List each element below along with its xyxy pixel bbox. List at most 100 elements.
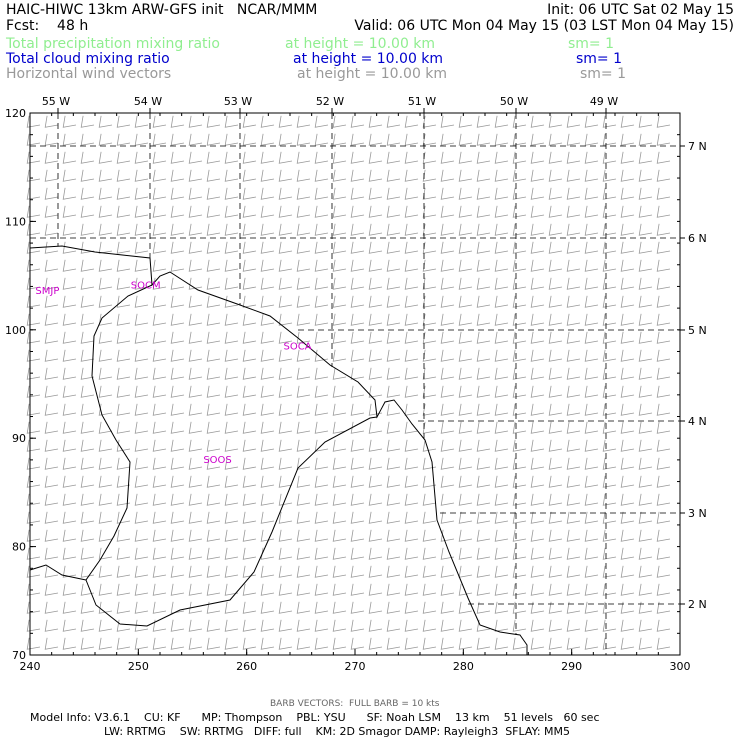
- wind-barb: [296, 223, 311, 236]
- wind-barb: [548, 295, 563, 308]
- wind-barb: [314, 331, 329, 344]
- wind-barb: [422, 133, 437, 146]
- wind-barb: [368, 187, 383, 200]
- wind-barb: [530, 241, 545, 254]
- wind-barb: [62, 349, 77, 362]
- wind-barb: [26, 223, 41, 236]
- wind-barb: [566, 529, 581, 542]
- wind-barb: [152, 187, 167, 200]
- wind-barb: [134, 547, 149, 560]
- wind-barb: [260, 223, 275, 236]
- wind-barb: [404, 133, 419, 146]
- wind-barb: [566, 637, 581, 650]
- wind-barb: [152, 169, 167, 182]
- wind-barb: [656, 187, 671, 200]
- wind-barb: [134, 457, 149, 470]
- wind-barb: [638, 583, 653, 596]
- wind-barb: [530, 349, 545, 362]
- wind-barb: [170, 457, 185, 470]
- wind-barb: [134, 421, 149, 434]
- wind-barb: [620, 277, 635, 290]
- wind-barb: [224, 547, 239, 560]
- wind-barb: [80, 601, 95, 614]
- wind-barb: [584, 439, 599, 452]
- wind-barb: [332, 151, 347, 164]
- wind-barb: [314, 457, 329, 470]
- wind-barb: [602, 259, 617, 272]
- wind-barb: [170, 187, 185, 200]
- wind-barb: [620, 547, 635, 560]
- wind-barb: [512, 637, 527, 650]
- wind-barb: [350, 313, 365, 326]
- wind-barb: [26, 511, 41, 524]
- x-axis: 240 250 260 270 280 290 300: [20, 113, 691, 673]
- wind-barb: [116, 331, 131, 344]
- wind-barb: [458, 439, 473, 452]
- wind-barb: [134, 115, 149, 128]
- wind-barb: [422, 115, 437, 128]
- wind-barb: [386, 367, 401, 380]
- wind-barb: [242, 115, 257, 128]
- wind-barb: [440, 133, 455, 146]
- wind-barb: [278, 151, 293, 164]
- wind-barb: [440, 439, 455, 452]
- field-precip-height: at height = 10.00 km: [285, 36, 436, 52]
- wind-barb: [260, 205, 275, 218]
- field-precip-sm: sm= 1: [568, 36, 615, 52]
- wind-barb: [134, 637, 149, 650]
- wind-barb: [242, 241, 257, 254]
- wind-barb: [224, 529, 239, 542]
- wind-barb: [170, 601, 185, 614]
- wind-barb: [548, 313, 563, 326]
- wind-barb: [332, 277, 347, 290]
- wind-barb: [170, 421, 185, 434]
- wind-barb: [494, 385, 509, 398]
- wind-barb: [134, 169, 149, 182]
- wind-barb: [386, 277, 401, 290]
- wind-barb: [224, 169, 239, 182]
- wind-barb: [80, 277, 95, 290]
- wind-barb: [440, 601, 455, 614]
- wind-barb: [332, 331, 347, 344]
- wind-barb: [278, 475, 293, 488]
- wind-barb: [62, 241, 77, 254]
- wind-barb: [638, 637, 653, 650]
- wind-barb: [584, 313, 599, 326]
- wind-barb: [134, 151, 149, 164]
- wind-barb: [656, 259, 671, 272]
- wind-barb: [422, 241, 437, 254]
- wind-barb: [566, 151, 581, 164]
- wind-barb: [152, 583, 167, 596]
- wind-barb: [386, 637, 401, 650]
- wind-barb: [26, 313, 41, 326]
- wind-barb: [602, 529, 617, 542]
- wind-barb: [386, 583, 401, 596]
- wind-barb: [566, 511, 581, 524]
- wind-barb: [404, 313, 419, 326]
- wind-barb: [332, 619, 347, 632]
- wind-barb: [80, 133, 95, 146]
- wind-barb: [296, 367, 311, 380]
- wind-barb: [278, 421, 293, 434]
- wind-barb: [476, 241, 491, 254]
- wind-barb: [98, 529, 113, 542]
- wind-barb: [440, 223, 455, 236]
- wind-barb: [170, 259, 185, 272]
- wind-barb: [134, 241, 149, 254]
- wind-barb: [602, 457, 617, 470]
- wind-barb: [44, 547, 59, 560]
- wind-barb: [278, 601, 293, 614]
- wind-barb: [98, 439, 113, 452]
- wind-barb: [26, 295, 41, 308]
- wind-barb: [206, 493, 221, 506]
- wind-barb: [314, 367, 329, 380]
- wind-barb: [548, 403, 563, 416]
- wind-barb: [80, 547, 95, 560]
- wind-barb: [476, 457, 491, 470]
- wind-barb: [62, 331, 77, 344]
- wind-barb: [368, 259, 383, 272]
- wind-barb: [170, 367, 185, 380]
- wind-barb: [332, 169, 347, 182]
- wind-barb: [386, 565, 401, 578]
